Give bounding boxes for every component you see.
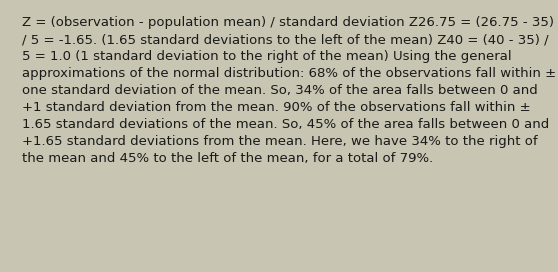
Text: Z = (observation - population mean) / standard deviation Z26.75 = (26.75 - 35) /: Z = (observation - population mean) / st… (22, 16, 556, 165)
